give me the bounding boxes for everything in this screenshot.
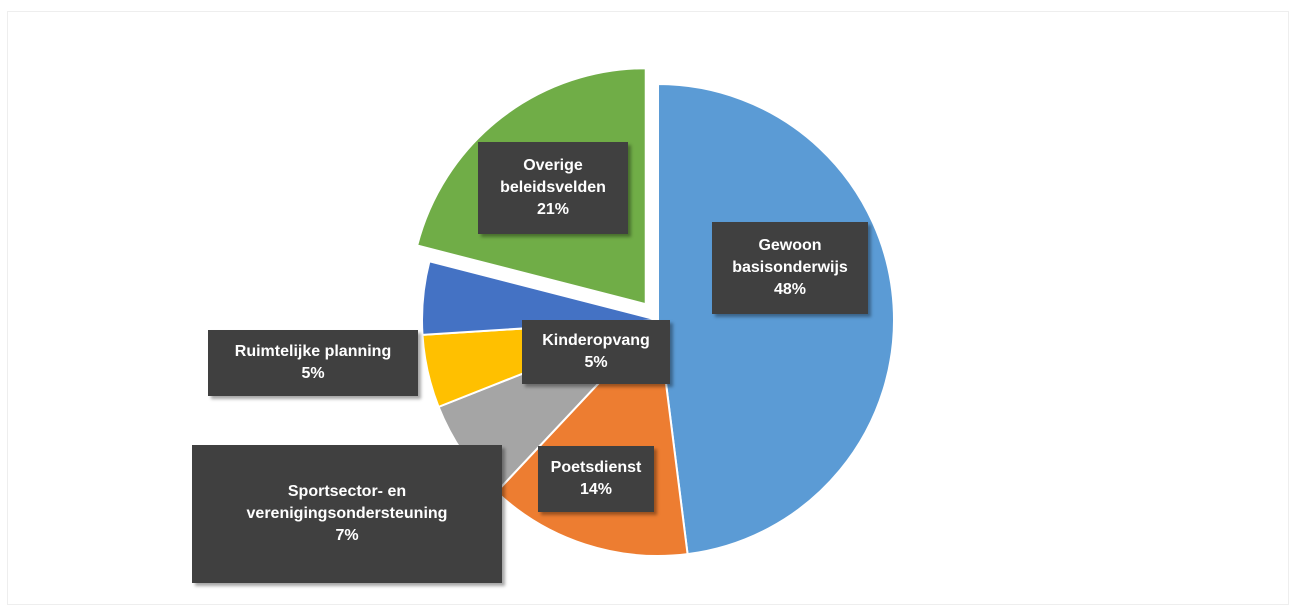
label-category: Gewoon basisonderwijs — [732, 237, 848, 276]
data-label: Gewoon basisonderwijs 48% — [712, 222, 868, 314]
data-label: Sportsector- en verenigingsondersteuning… — [192, 445, 502, 583]
label-value: 5% — [301, 365, 325, 382]
data-label: Ruimtelijke planning 5% — [208, 330, 418, 396]
data-label: Poetsdienst 14% — [538, 446, 654, 512]
label-value: 48% — [773, 281, 807, 298]
label-value: 7% — [335, 527, 359, 544]
label-value: 5% — [584, 354, 608, 371]
pie-slice — [421, 260, 659, 336]
label-value: 21% — [536, 201, 570, 218]
label-category: Ruimtelijke planning — [234, 343, 392, 360]
label-category: Overige beleidsvelden — [500, 157, 606, 196]
data-label: Overige beleidsvelden 21% — [478, 142, 628, 234]
label-category: Kinderopvang — [542, 332, 650, 349]
label-category: Poetsdienst — [550, 459, 642, 476]
data-label: Kinderopvang 5% — [522, 320, 670, 384]
pie-slice — [657, 82, 895, 556]
label-category: Sportsector- en verenigingsondersteuning — [246, 483, 448, 522]
label-value: 14% — [579, 481, 613, 498]
